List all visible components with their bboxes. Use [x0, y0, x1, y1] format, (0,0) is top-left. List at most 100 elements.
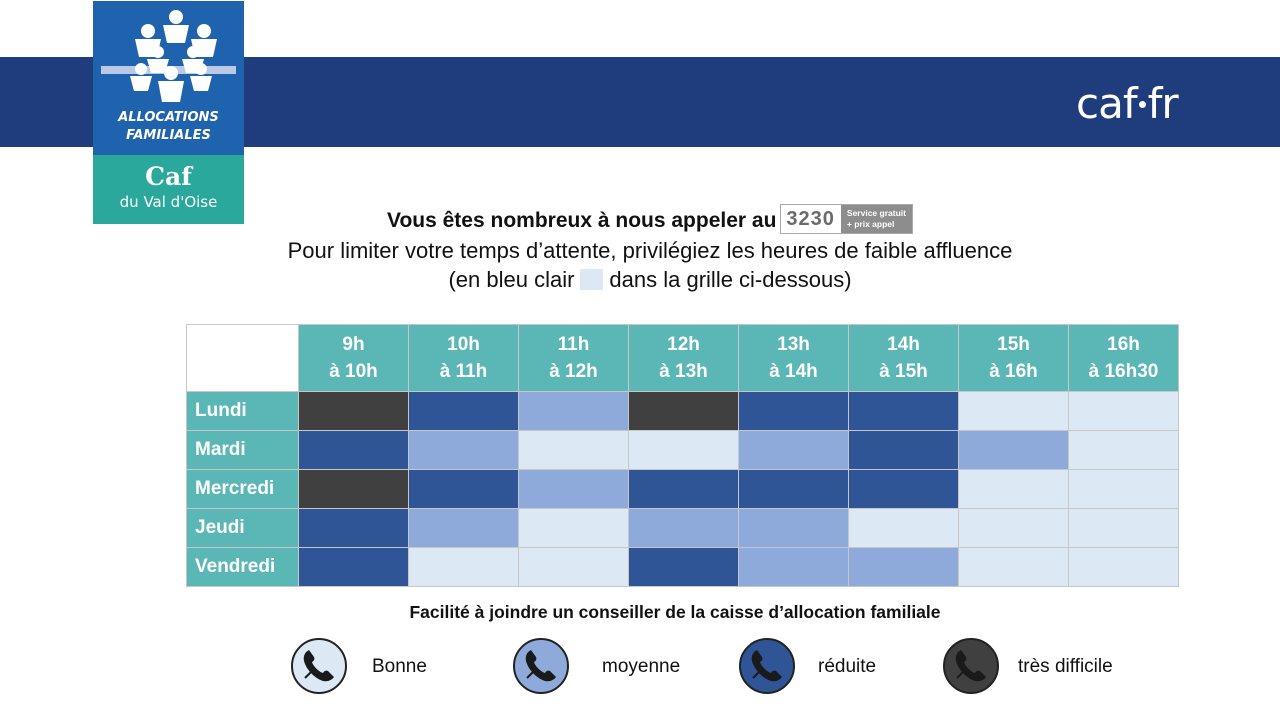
day-label: Vendredi: [186, 547, 299, 587]
intro-line3-end: dans la grille ci-dessous): [609, 267, 852, 293]
grid-cell-reduite: [298, 508, 409, 548]
caf-logo: ALLOCATIONS FAMILIALES Caf du Val d'Oise: [93, 1, 244, 224]
phone-icon: [513, 638, 569, 694]
phone-number: 3230: [786, 208, 835, 231]
hour-header: 10h à 11h: [408, 324, 519, 392]
hour-to: à 16h: [989, 361, 1038, 382]
grid-cell-reduite: [738, 469, 849, 509]
grid-cell-bonne: [408, 547, 519, 587]
intro-line2: Pour limiter votre temps d’attente, priv…: [287, 238, 1013, 264]
grid-cell-bonne: [958, 508, 1069, 548]
grid-cell-reduite: [628, 547, 739, 587]
grid-cell-bonne: [958, 469, 1069, 509]
logo-allocations-familiales: ALLOCATIONS FAMILIALES: [93, 109, 244, 145]
grid-row: Mardi: [186, 430, 1179, 470]
grid-cell-bonne: [848, 508, 959, 548]
grid-body: 9h à 10h 10h à 11h 11h à 12h 12h à 13h 13h à 14h 1…: [186, 324, 1179, 587]
hour-header: 15h à 16h: [958, 324, 1069, 392]
grid-cell-reduite: [408, 469, 519, 509]
logo-line2: FAMILIALES: [126, 128, 211, 143]
hour-header: 12h à 13h: [628, 324, 739, 392]
grid-cell-reduite: [848, 391, 959, 431]
grid-cell-tres-difficile: [298, 469, 409, 509]
phone-icon: [291, 638, 347, 694]
hour-from: 9h: [342, 334, 365, 355]
hour-to: à 10h: [329, 361, 378, 382]
grid-row: Lundi: [186, 391, 1179, 431]
hour-from: 16h: [1107, 334, 1140, 355]
hour-from: 11h: [557, 334, 590, 355]
phone-icon: [739, 638, 795, 694]
grid-cell-bonne: [628, 430, 739, 470]
family-figures-icon: [101, 10, 236, 102]
hour-to: à 13h: [659, 361, 708, 382]
hour-to: à 11h: [439, 361, 488, 382]
grid-cell-moyenne: [958, 430, 1069, 470]
phone-note: Service gratuit + prix appel: [840, 205, 912, 234]
hour-from: 12h: [667, 334, 700, 355]
hour-from: 15h: [997, 334, 1030, 355]
affluence-grid: 9h à 10h 10h à 11h 11h à 12h 12h à 13h 13h à 14h 1…: [186, 324, 1179, 587]
grid-cell-bonne: [518, 430, 629, 470]
grid-cell-reduite: [298, 430, 409, 470]
hour-to: à 15h: [879, 361, 928, 382]
grid-row: Mercredi: [186, 469, 1179, 509]
grid-cell-bonne: [1068, 508, 1179, 548]
grid-row: Vendredi: [186, 547, 1179, 587]
phone-badge: 3230 Service gratuit + prix appel: [780, 204, 913, 235]
light-blue-swatch: [580, 269, 604, 291]
intro-line1-text: Vous êtes nombreux à nous appeler au: [387, 209, 777, 232]
phone-icon: [943, 638, 999, 694]
logo-line1: ALLOCATIONS: [118, 110, 219, 125]
grid-cell-reduite: [298, 547, 409, 587]
grid-cell-moyenne: [408, 508, 519, 548]
grid-corner: [186, 324, 299, 392]
grid-cell-bonne: [1068, 391, 1179, 431]
grid-cell-moyenne: [518, 469, 629, 509]
day-label: Mercredi: [186, 469, 299, 509]
intro-line3-start: (en bleu clair: [448, 267, 575, 293]
brand-left: caf: [1076, 79, 1138, 128]
hour-to: à 14h: [769, 361, 818, 382]
grid-header-row: 9h à 10h 10h à 11h 11h à 12h 12h à 13h 13h à 14h 1…: [186, 324, 1179, 392]
phone-note-1: Service gratuit: [846, 208, 906, 219]
hour-from: 10h: [447, 334, 480, 355]
hour-header: 9h à 10h: [298, 324, 409, 392]
grid-cell-moyenne: [628, 508, 739, 548]
intro-line1: Vous êtes nombreux à nous appeler au 3230…: [180, 204, 1120, 236]
phone-note-2: + prix appel: [846, 219, 895, 230]
logo-top: ALLOCATIONS FAMILIALES: [93, 1, 244, 155]
grid-cell-moyenne: [738, 508, 849, 548]
hour-to: à 12h: [549, 361, 598, 382]
grid-cell-reduite: [628, 469, 739, 509]
hour-from: 14h: [887, 334, 920, 355]
grid-cell-bonne: [1068, 430, 1179, 470]
day-label: Lundi: [186, 391, 299, 431]
grid-cell-bonne: [958, 391, 1069, 431]
grid-cell-reduite: [738, 391, 849, 431]
grid-row: Jeudi: [186, 508, 1179, 548]
legend-label: Bonne: [372, 656, 427, 677]
grid-cell-bonne: [518, 508, 629, 548]
legend-label: très difficile: [1018, 656, 1113, 677]
grid-cell-reduite: [848, 430, 959, 470]
grid-cell-reduite: [848, 469, 959, 509]
hour-header: 16h à 16h30: [1068, 324, 1179, 392]
grid-cell-bonne: [1068, 469, 1179, 509]
brand-dot: [1138, 101, 1146, 108]
grid-cell-bonne: [958, 547, 1069, 587]
grid-cell-tres-difficile: [298, 391, 409, 431]
hour-header: 14h à 15h: [848, 324, 959, 392]
logo-caf: Caf: [145, 162, 192, 191]
grid-caption: Facilité à joindre un conseiller de la c…: [409, 602, 941, 622]
legend-label: moyenne: [602, 656, 681, 677]
hour-header: 11h à 12h: [518, 324, 629, 392]
grid-cell-moyenne: [738, 547, 849, 587]
intro-line3: (en bleu clair dans la grille ci-dessous): [180, 265, 1120, 294]
grid-cell-moyenne: [408, 430, 519, 470]
logo-bottom: Caf du Val d'Oise: [93, 155, 244, 224]
grid-cell-moyenne: [738, 430, 849, 470]
hour-header: 13h à 14h: [738, 324, 849, 392]
day-label: Jeudi: [186, 508, 299, 548]
grid-cell-tres-difficile: [628, 391, 739, 431]
